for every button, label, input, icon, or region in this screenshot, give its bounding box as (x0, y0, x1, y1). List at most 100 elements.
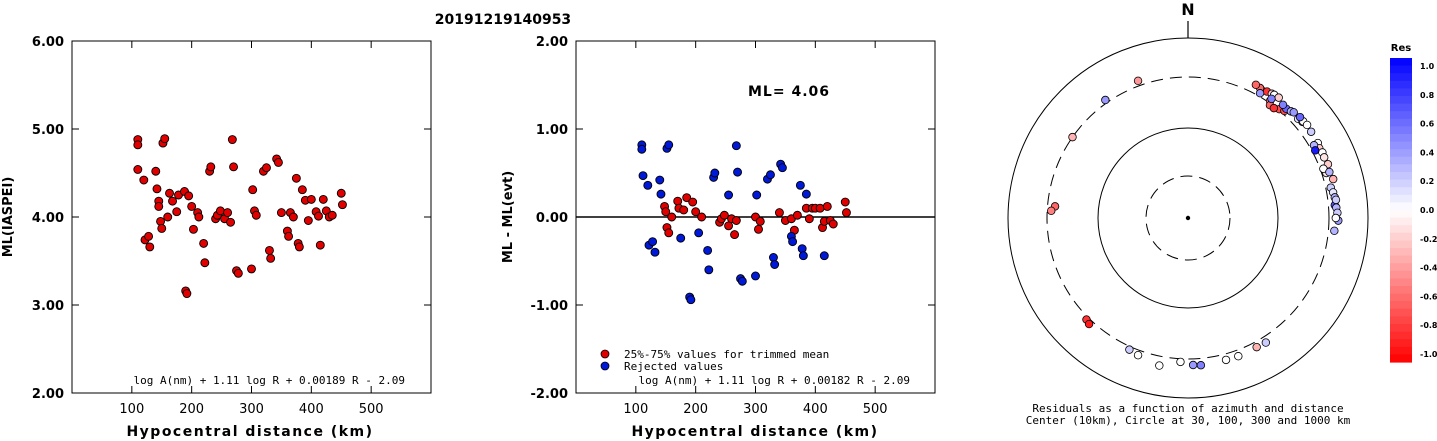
colorbar-swatch (1390, 118, 1412, 127)
colorbar-swatch (1390, 217, 1412, 226)
left-data-point (139, 175, 149, 185)
colorbar-swatch (1390, 111, 1412, 120)
colorbar-swatch (1390, 331, 1412, 340)
colorbar-swatch (1390, 210, 1412, 219)
middle-data-point (815, 203, 825, 213)
middle-data-point (754, 224, 763, 234)
left-xticks: 100 200 300 400 500 (119, 41, 384, 417)
colorbar-swatch (1390, 187, 1412, 196)
middle-data-point (798, 251, 808, 261)
middle-data-point (724, 190, 734, 200)
colorbar-swatch (1390, 96, 1412, 105)
colorbar-swatch (1390, 141, 1412, 150)
polar-data-point (1261, 338, 1271, 347)
middle-data-point (788, 237, 798, 247)
left-data-point (168, 196, 177, 206)
middle-data-point (733, 167, 742, 177)
left-data-point (262, 163, 271, 173)
middle-data-point (841, 208, 851, 218)
left-data-point (172, 207, 182, 217)
left-ytick-label: 6.00 (32, 35, 64, 50)
left-data-point (336, 188, 346, 198)
colorbar-tick-label: -0.8 (1420, 321, 1437, 330)
middle-xticks: 100 200 300 400 500 (623, 41, 888, 417)
middle-data-point (638, 171, 648, 181)
colorbar-swatch (1390, 194, 1412, 203)
left-xtick-label: 300 (239, 402, 264, 417)
middle-data-point (697, 212, 707, 222)
left-data-point (266, 253, 276, 263)
left-data-point (291, 173, 301, 183)
middle-data-point (770, 260, 780, 269)
middle-data-point (731, 141, 741, 151)
legend-marker-red (600, 349, 610, 359)
left-data-point (226, 217, 236, 227)
left-xtick-label: 400 (299, 402, 324, 417)
left-ytick-label: 5.00 (32, 123, 64, 138)
polar-data-point (1306, 127, 1316, 136)
colorbar-swatch (1390, 126, 1412, 135)
polar-data-point (1311, 146, 1320, 155)
left-data-point (215, 206, 225, 216)
polar-data-point (1155, 361, 1164, 370)
colorbar-swatch (1390, 88, 1412, 97)
left-data-point (151, 166, 161, 176)
middle-ytick-label: 2.00 (536, 35, 568, 50)
left-data-point (144, 231, 154, 241)
left-data-point (194, 212, 204, 222)
colorbar-swatch (1390, 286, 1412, 295)
polar-data-point (1319, 153, 1329, 162)
left-data-point (297, 185, 307, 195)
polar-data-point (1274, 93, 1283, 102)
middle-data-point (655, 175, 665, 185)
middle-yticks: -2.00 -1.00 0.00 1.00 2.00 (531, 35, 935, 402)
left-data-point (229, 162, 239, 172)
middle-xtick-label: 300 (743, 402, 768, 417)
polar-data-point (1267, 94, 1276, 103)
middle-data-point (637, 144, 647, 154)
middle-ytick-label: 1.00 (536, 123, 568, 138)
left-data-point (163, 212, 173, 222)
left-data-point (247, 264, 256, 274)
left-data-point (288, 212, 298, 222)
colorbar-swatch (1390, 134, 1412, 143)
left-data-point (206, 162, 216, 172)
left-data-point (157, 223, 167, 233)
middle-data-point (682, 193, 692, 203)
colorbar-tick-label: 0.2 (1420, 177, 1434, 186)
circle-100km (1097, 127, 1279, 309)
colorbar-swatch (1390, 156, 1412, 165)
colorbar-tick-label: 0.8 (1420, 91, 1435, 100)
colorbar-swatch (1390, 324, 1412, 333)
middle-data-point (795, 180, 805, 190)
polar-caption-line1: Residuals as a function of azimuth and d… (1032, 402, 1343, 415)
left-xtick-label: 500 (359, 402, 384, 417)
left-data-point (303, 216, 313, 225)
colorbar-swatch (1390, 354, 1412, 363)
circle-300km (1046, 76, 1330, 360)
left-data-point (284, 231, 294, 241)
left-data-point (327, 210, 337, 220)
colorbar-tick-label: -0.2 (1420, 235, 1437, 244)
middle-data-point (686, 295, 696, 305)
middle-legend: 25%-75% values for trimmed mean Rejected… (600, 348, 829, 373)
colorbar-swatch (1390, 248, 1412, 257)
left-data-point (318, 194, 328, 204)
left-data-point (276, 208, 286, 218)
middle-data-point (766, 170, 775, 180)
middle-points (637, 140, 851, 305)
circle-30km (1145, 175, 1231, 261)
left-data-point (315, 240, 325, 250)
polar-data-point (1176, 357, 1185, 367)
polar-data-point (1331, 213, 1340, 223)
middle-data-point (661, 207, 671, 217)
left-yticks: 2.00 3.00 4.00 5.00 6.00 (32, 35, 431, 402)
colorbar-title: Res (1391, 43, 1411, 54)
colorbar-swatch (1390, 278, 1412, 287)
left-xtick-label: 200 (179, 402, 204, 417)
middle-data-point (751, 271, 760, 281)
colorbar-swatch (1390, 308, 1412, 317)
middle-data-point (656, 189, 666, 199)
left-data-point (251, 210, 261, 220)
colorbar-swatch (1390, 179, 1412, 188)
